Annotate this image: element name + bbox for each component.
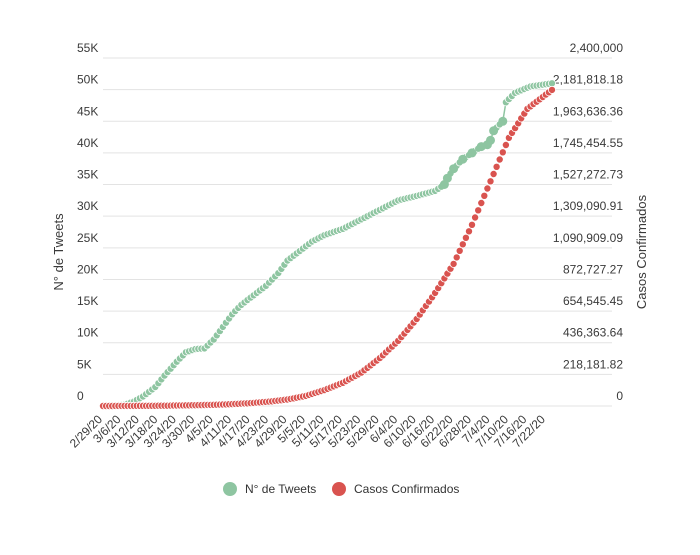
left-tick-label: 55K: [77, 41, 98, 55]
data-point[interactable]: [483, 184, 492, 193]
data-point[interactable]: [477, 198, 486, 207]
legend-item[interactable]: Casos Confirmados: [332, 482, 459, 496]
data-point[interactable]: [449, 259, 458, 268]
legend-marker: [223, 482, 237, 496]
data-point[interactable]: [464, 227, 473, 236]
series-tweets: [99, 79, 557, 410]
right-tick-label: 2,400,000: [570, 41, 624, 55]
data-point[interactable]: [489, 169, 498, 178]
data-point[interactable]: [452, 253, 461, 262]
legend-label: N° de Tweets: [245, 482, 316, 496]
right-axis-ticks: 0 218,181.82 436,363.64 654,545.45 872,727.2…: [553, 41, 623, 403]
series-layer: [99, 79, 557, 410]
data-point[interactable]: [498, 116, 508, 126]
data-point[interactable]: [501, 140, 510, 149]
data-point[interactable]: [489, 126, 499, 136]
series-casos: [99, 85, 557, 410]
right-tick-label: 1,745,454.55: [553, 136, 623, 150]
data-point[interactable]: [449, 164, 459, 174]
grid-lines: [103, 57, 612, 407]
left-tick-label: 50K: [77, 73, 98, 87]
left-tick-label: 35K: [77, 168, 98, 182]
data-point[interactable]: [467, 148, 477, 158]
left-tick-label: 20K: [77, 262, 98, 276]
series-line: [102, 82, 553, 407]
right-tick-label: 2,181,818.18: [553, 73, 623, 87]
data-point[interactable]: [495, 155, 504, 164]
legend-marker: [332, 482, 346, 496]
legend-item[interactable]: N° de Tweets: [223, 482, 316, 496]
right-tick-label: 1,527,272.73: [553, 168, 623, 182]
data-point[interactable]: [458, 240, 467, 249]
data-point[interactable]: [458, 154, 468, 164]
right-tick-label: 218,181.82: [563, 357, 623, 371]
right-axis-title: Casos Confirmados: [634, 194, 649, 309]
data-point[interactable]: [498, 148, 507, 157]
left-axis-title: N° de Tweets: [51, 213, 66, 291]
left-tick-label: 10K: [77, 326, 98, 340]
data-point[interactable]: [471, 213, 480, 222]
left-tick-label: 15K: [77, 294, 98, 308]
right-tick-label: 0: [616, 389, 623, 403]
left-tick-label: 45K: [77, 104, 98, 118]
left-tick-label: 0: [77, 389, 84, 403]
data-point[interactable]: [492, 162, 501, 171]
right-tick-label: 1,090,909.09: [553, 231, 623, 245]
data-point[interactable]: [455, 246, 464, 255]
left-tick-label: 30K: [77, 199, 98, 213]
left-tick-label: 40K: [77, 136, 98, 150]
data-point[interactable]: [486, 177, 495, 186]
right-tick-label: 1,309,090.91: [553, 199, 623, 213]
left-tick-label: 5K: [77, 357, 92, 371]
right-tick-label: 654,545.45: [563, 294, 623, 308]
right-tick-label: 436,363.64: [563, 326, 623, 340]
left-tick-label: 25K: [77, 231, 98, 245]
data-point[interactable]: [548, 79, 557, 88]
data-point[interactable]: [480, 191, 489, 200]
data-point[interactable]: [486, 135, 495, 145]
left-axis-ticks: 0 5K 10K 15K 20K 25K 30K 35K 40K 45K 50K 55K: [77, 41, 98, 403]
legend: N° de Tweets Casos Confirmados: [223, 482, 459, 496]
data-point[interactable]: [548, 85, 557, 94]
data-point[interactable]: [442, 173, 452, 183]
data-point[interactable]: [467, 220, 476, 229]
data-point[interactable]: [461, 233, 470, 242]
legend-label: Casos Confirmados: [354, 482, 459, 496]
x-axis-ticks: 2/29/203/6/203/12/203/18/203/24/203/30/2…: [67, 412, 548, 450]
right-tick-label: 1,963,636.36: [553, 104, 623, 118]
right-tick-label: 872,727.27: [563, 262, 623, 276]
data-point[interactable]: [474, 206, 483, 215]
